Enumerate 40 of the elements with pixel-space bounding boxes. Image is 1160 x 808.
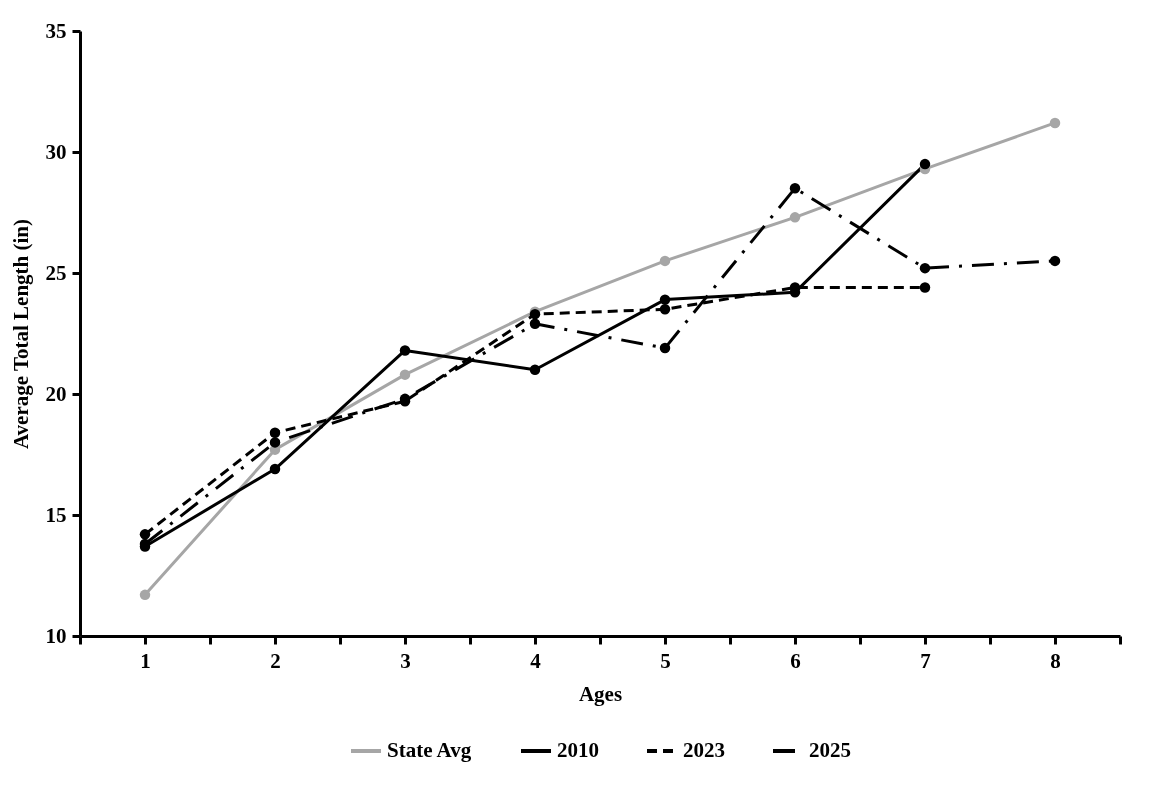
legend-label: 2010 bbox=[557, 738, 599, 762]
legend-label: 2025 bbox=[809, 738, 851, 762]
point bbox=[269, 427, 281, 438]
x-axis-title: Ages bbox=[578, 681, 623, 706]
y-axis-title: Average Total Length (in) bbox=[8, 218, 33, 450]
point bbox=[659, 342, 671, 354]
point bbox=[659, 294, 671, 305]
point bbox=[659, 304, 671, 315]
point bbox=[529, 364, 541, 376]
y-tick-label: 25 bbox=[45, 260, 67, 285]
point bbox=[269, 437, 281, 448]
legend-label: State Avg bbox=[387, 738, 472, 762]
point bbox=[139, 589, 151, 601]
x-tick-label: 4 bbox=[530, 648, 542, 673]
point bbox=[789, 212, 801, 223]
point bbox=[529, 318, 541, 330]
y-tick-label: 35 bbox=[45, 18, 67, 43]
point bbox=[919, 282, 931, 293]
x-tick-label: 6 bbox=[790, 648, 801, 673]
point bbox=[269, 463, 281, 475]
point bbox=[139, 529, 151, 540]
point bbox=[789, 183, 801, 194]
point bbox=[399, 345, 411, 356]
x-tick-label: 8 bbox=[1050, 648, 1061, 673]
point bbox=[919, 158, 931, 170]
x-tick-label: 7 bbox=[920, 648, 931, 673]
point bbox=[919, 262, 931, 274]
point bbox=[1049, 117, 1061, 129]
legend-label: 2023 bbox=[683, 738, 725, 762]
y-tick-label: 20 bbox=[45, 381, 67, 406]
x-tick-label: 1 bbox=[140, 648, 151, 673]
x-tick-label: 2 bbox=[270, 648, 281, 673]
x-tick-label: 3 bbox=[400, 648, 411, 673]
point bbox=[659, 255, 671, 267]
x-tick-label: 5 bbox=[660, 648, 671, 673]
y-tick-label: 10 bbox=[45, 623, 67, 648]
point bbox=[399, 369, 411, 380]
point bbox=[1049, 255, 1061, 267]
y-tick-label: 30 bbox=[45, 139, 67, 164]
y-tick-label: 15 bbox=[45, 502, 67, 527]
